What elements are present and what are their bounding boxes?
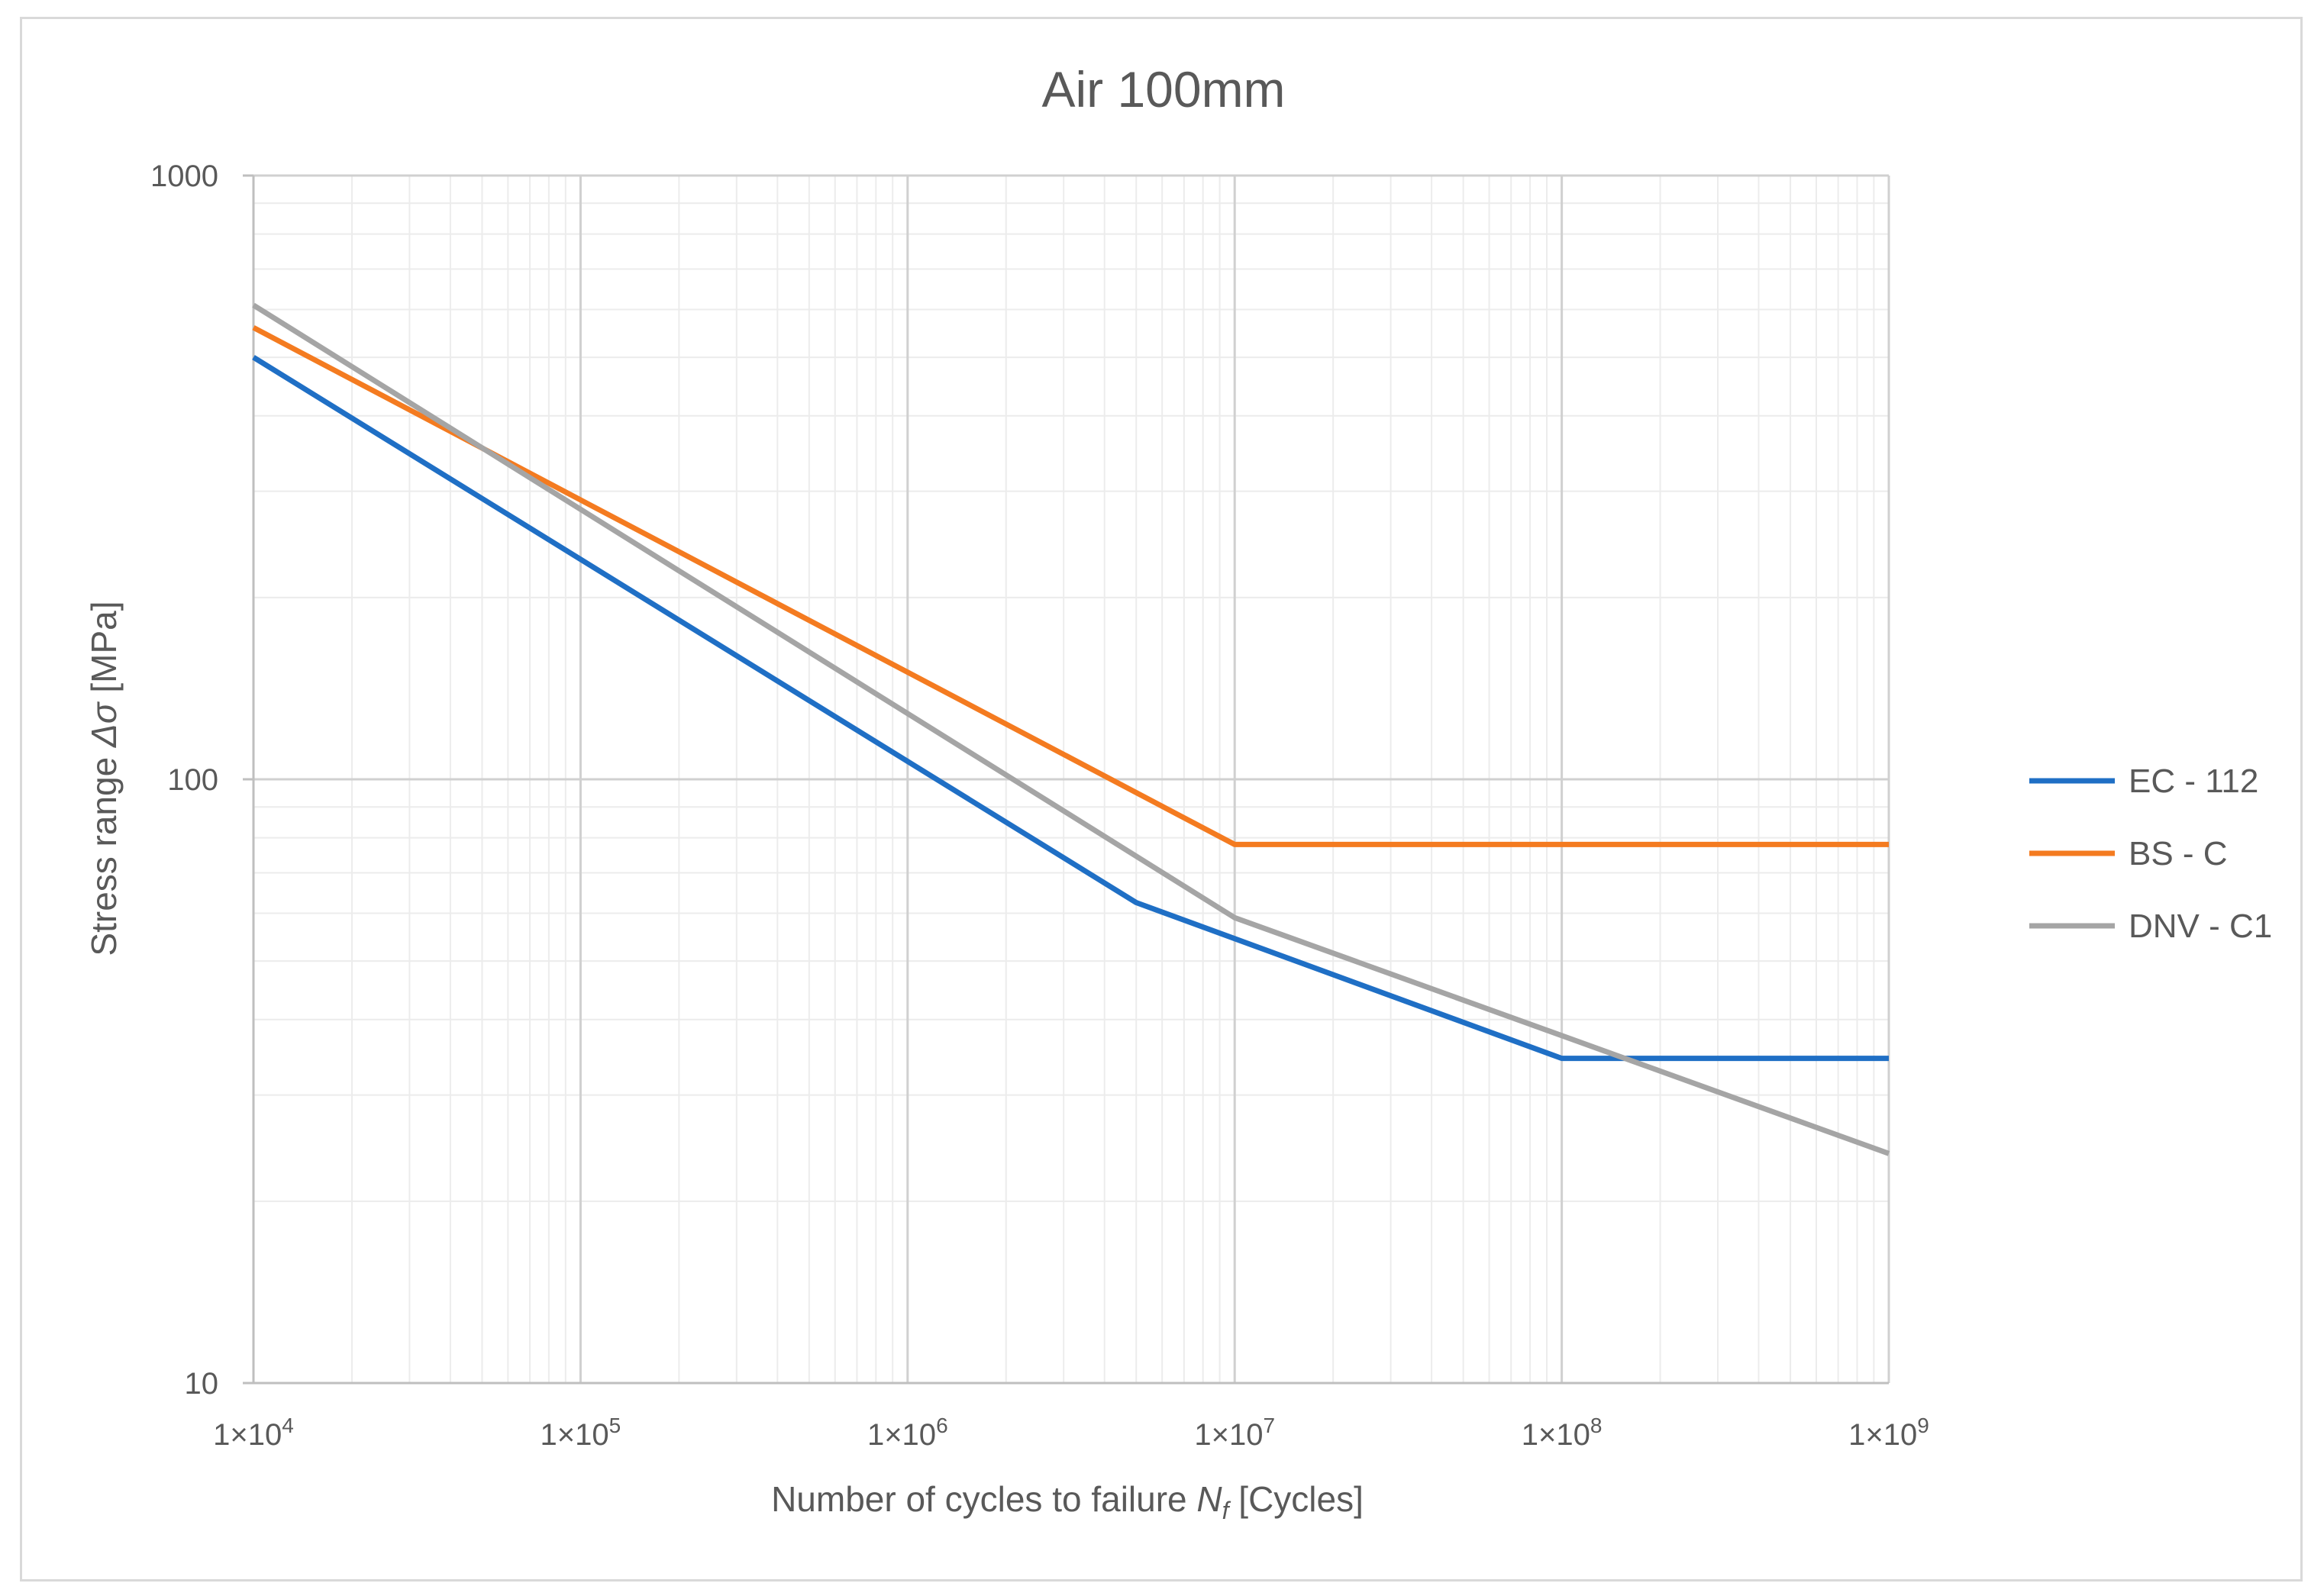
y-tick-label: 1000 xyxy=(150,160,218,193)
x-tick-label: 1×109 xyxy=(1848,1414,1929,1452)
x-tick-label: 1×107 xyxy=(1194,1414,1275,1452)
series-line-dnv-c1 xyxy=(252,302,1890,1156)
y-axis-label: Stress range Δσ [MPa] xyxy=(84,601,124,956)
x-tick-label: 1×104 xyxy=(213,1414,294,1452)
legend-label-dnv-c1: DNV - C1 xyxy=(2129,908,2272,945)
x-tick-label: 1×106 xyxy=(867,1414,948,1452)
x-tick-labels: 1×104 1×105 1×106 1×107 1×108 1×109 xyxy=(213,1414,1929,1452)
y-tick-label: 10 xyxy=(185,1367,219,1401)
series-lines xyxy=(252,302,1890,1156)
x-tick-label: 1×105 xyxy=(541,1414,621,1452)
x-axis-label: Number of cycles to failure Nf [Cycles] xyxy=(771,1479,1364,1524)
legend: EC - 112 BS - C DNV - C1 xyxy=(2029,763,2272,945)
chart-frame xyxy=(20,17,2303,1581)
x-tick-label: 1×108 xyxy=(1522,1414,1603,1452)
grid xyxy=(243,174,1890,1385)
legend-label-bs-c: BS - C xyxy=(2129,835,2228,872)
chart-title: Air 100mm xyxy=(1041,61,1285,118)
series-line-bs-c xyxy=(252,325,1889,847)
y-tick-label: 100 xyxy=(167,763,218,797)
legend-label-ec-112: EC - 112 xyxy=(2129,763,2258,800)
series-line-ec-112 xyxy=(252,355,1889,1062)
y-tick-labels: 10 100 1000 xyxy=(150,160,218,1401)
